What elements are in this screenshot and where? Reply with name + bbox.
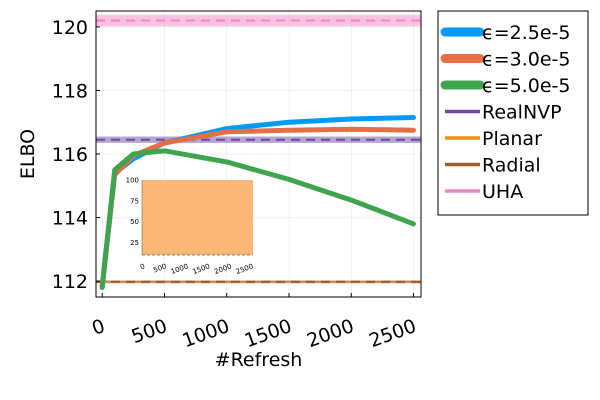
y-tick-label: 120	[52, 17, 88, 39]
inset-x-tick-label: 0	[139, 262, 146, 271]
legend-label: RealNVP	[482, 102, 562, 124]
legend-label: Planar	[482, 128, 542, 150]
x-tick-label: 1000	[179, 315, 232, 352]
inset-y-tick-label: 75	[130, 197, 139, 205]
x-tick-label: 500	[129, 315, 171, 348]
legend-label: ϵ=5.0e-5	[482, 75, 570, 97]
x-ticks: 0 500 1000 1500 2000 2500	[89, 293, 419, 352]
inset-y-tick-label: 100	[126, 177, 139, 185]
inset-x-tick-label: 1500	[192, 262, 211, 276]
series-line	[99, 126, 416, 289]
x-tick-label: 1500	[242, 315, 295, 352]
inset-fill	[142, 180, 253, 255]
legend-label: Radial	[482, 155, 541, 177]
inset-x-tick-label: 1000	[170, 262, 189, 276]
x-tick-label: 0	[89, 315, 108, 340]
y-tick-label: 112	[52, 271, 88, 293]
inset-x-tick-label: 2500	[235, 262, 254, 276]
inset-y-tick-label: 50	[130, 218, 139, 226]
series-lines	[99, 115, 416, 290]
inset-x-tick-label: 500	[152, 262, 167, 274]
legend-label: UHA	[482, 181, 523, 203]
y-tick-label: 118	[52, 80, 88, 102]
y-tick-label: 116	[52, 144, 88, 166]
reference-band	[96, 14, 421, 27]
x-tick-label: 2000	[304, 315, 357, 352]
legend-label: ϵ=3.0e-5	[482, 49, 570, 71]
x-tick-label: 2500	[366, 315, 419, 352]
y-tick-label: 114	[52, 208, 88, 230]
series-line	[99, 148, 416, 290]
reference-band	[96, 136, 421, 143]
inset-x-tick-label: 2000	[213, 262, 232, 276]
legend: ϵ=2.5e-5 ϵ=3.0e-5 ϵ=5.0e-5 RealNVP Planar Rad…	[437, 10, 589, 216]
reference-band	[96, 280, 421, 284]
inset-y-tick-label: 25	[130, 239, 139, 247]
y-ticks: 112 114 116 118 120	[52, 17, 100, 293]
reference-bands	[96, 14, 421, 284]
y-axis-label: ELBO	[17, 129, 39, 179]
x-axis-label: #Refresh	[215, 349, 303, 371]
legend-label: ϵ=2.5e-5	[482, 22, 570, 44]
